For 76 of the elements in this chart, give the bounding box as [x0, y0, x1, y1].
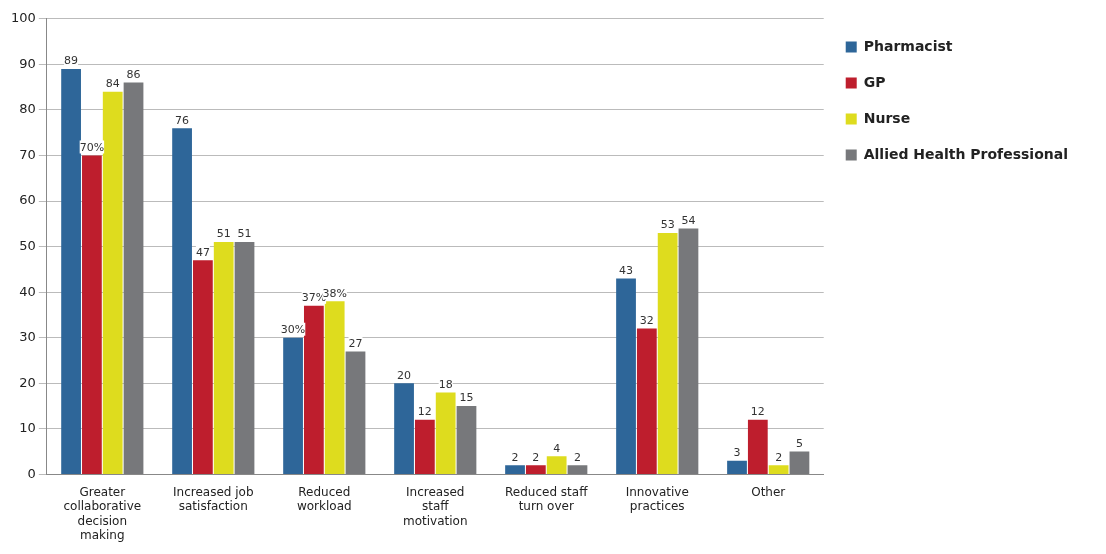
bar: [789, 451, 810, 474]
data-label: 84: [105, 77, 120, 91]
data-label: 4: [553, 441, 561, 455]
data-label: 54: [681, 213, 696, 227]
data-label: 86: [126, 67, 141, 81]
bar: [324, 301, 345, 474]
x-tick-label: Greater collaborative decision making: [63, 484, 142, 542]
y-tick-label: 30: [19, 329, 36, 345]
y-tick-label: 20: [19, 374, 36, 390]
data-label: 43: [619, 263, 634, 277]
x-tick-label: Other: [751, 484, 786, 499]
x-tick-label: Reduced staff turn over: [505, 484, 589, 514]
bar: [213, 242, 234, 474]
y-tick-label: 0: [27, 465, 36, 481]
y-tick-label: 10: [19, 420, 36, 436]
bar: [747, 419, 768, 474]
bar: [234, 242, 255, 474]
data-label: 27: [348, 336, 363, 350]
data-label: 30%: [280, 323, 306, 337]
data-label: 47: [195, 245, 210, 259]
y-tick-label: 100: [10, 10, 36, 26]
bar: [616, 278, 636, 474]
x-tick-label: Increased staff motivation: [403, 484, 468, 528]
bar: [727, 460, 747, 474]
x-tick-label: Increased job satisfaction: [173, 484, 254, 514]
data-label: 12: [750, 405, 765, 419]
bar: [82, 155, 102, 474]
data-label: 2: [573, 450, 581, 464]
bar: [546, 456, 567, 474]
bar: [678, 228, 699, 474]
bar: [414, 419, 435, 474]
data-label: 53: [660, 218, 675, 232]
data-label: 15: [459, 391, 474, 405]
y-tick-label: 80: [19, 101, 36, 117]
data-label: 51: [216, 227, 231, 241]
data-label: 2: [532, 450, 540, 464]
bar: [172, 128, 192, 474]
bar: [525, 465, 546, 474]
data-label: 32: [639, 313, 654, 327]
data-label: 18: [438, 377, 453, 391]
x-tick-label: Innovative practices: [625, 484, 689, 514]
data-label: 76: [175, 113, 190, 127]
bar: [636, 328, 657, 474]
legend-label: GP: [863, 73, 886, 90]
legend-label: Pharmacist: [863, 37, 953, 54]
bar: [456, 406, 477, 474]
bar: [123, 82, 144, 474]
bar: [102, 91, 123, 474]
data-label: 5: [795, 436, 803, 450]
legend-label: Allied Health Professional: [863, 145, 1068, 162]
bar: [567, 465, 588, 474]
bar: [657, 232, 678, 474]
data-label: 3: [733, 446, 741, 460]
bar: [505, 465, 525, 474]
data-label: 20: [397, 368, 412, 382]
y-tick-label: 60: [19, 192, 36, 208]
data-label: 89: [64, 54, 79, 68]
y-tick-label: 40: [19, 283, 36, 299]
bar: [345, 351, 366, 474]
data-label: 2: [511, 450, 519, 464]
y-tick-label: 50: [19, 237, 36, 253]
y-tick-label: 70: [19, 146, 36, 162]
bar: [435, 392, 456, 474]
bar: [394, 383, 414, 474]
bar: [193, 260, 213, 474]
bar: [303, 305, 324, 474]
bar: [61, 68, 81, 474]
data-label: 51: [237, 227, 252, 241]
bar: [283, 337, 303, 474]
data-label: 70%: [79, 140, 105, 154]
x-tick-label: Reduced workload: [296, 484, 352, 514]
data-label: 2: [775, 450, 783, 464]
legend-label: Nurse: [863, 109, 911, 126]
data-label: 12: [417, 405, 432, 419]
y-tick-label: 90: [19, 55, 36, 71]
bar: [768, 465, 789, 474]
